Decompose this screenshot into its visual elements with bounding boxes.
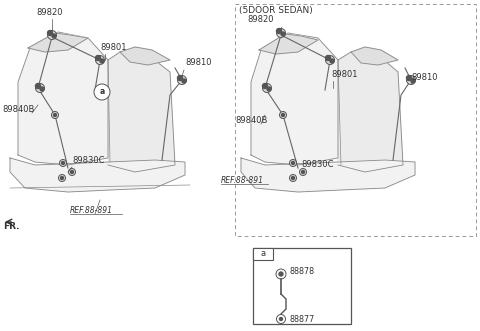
Bar (253, 248, 273, 260)
Text: a: a (261, 250, 265, 259)
Text: 89820: 89820 (248, 15, 274, 24)
Circle shape (59, 174, 65, 181)
Circle shape (407, 75, 411, 80)
Circle shape (263, 83, 267, 88)
Polygon shape (10, 158, 185, 192)
Circle shape (330, 59, 334, 63)
Circle shape (276, 28, 286, 37)
Circle shape (279, 317, 283, 320)
Circle shape (36, 83, 40, 88)
Circle shape (276, 269, 286, 279)
Polygon shape (251, 33, 338, 165)
Circle shape (51, 112, 59, 118)
Text: (5DOOR SEDAN): (5DOOR SEDAN) (239, 6, 313, 15)
Polygon shape (259, 34, 318, 54)
Bar (235, 4, 476, 236)
Polygon shape (18, 32, 108, 165)
Circle shape (276, 28, 281, 33)
Circle shape (61, 162, 64, 165)
Polygon shape (351, 47, 398, 65)
Circle shape (48, 30, 52, 35)
Text: 88878: 88878 (289, 267, 314, 276)
Circle shape (411, 79, 415, 83)
Text: 88877: 88877 (289, 314, 314, 323)
Circle shape (276, 314, 286, 323)
Text: REF.88-891: REF.88-891 (221, 176, 264, 185)
Circle shape (325, 56, 335, 65)
Polygon shape (338, 52, 403, 172)
Circle shape (60, 176, 63, 179)
Text: 89810: 89810 (185, 58, 212, 67)
Circle shape (281, 114, 285, 117)
Circle shape (263, 83, 272, 92)
Circle shape (96, 56, 105, 65)
Circle shape (325, 56, 331, 61)
Circle shape (48, 30, 57, 39)
Circle shape (182, 79, 186, 83)
Circle shape (279, 272, 283, 276)
Circle shape (407, 75, 416, 84)
Polygon shape (120, 47, 170, 65)
Text: 89801: 89801 (100, 43, 127, 52)
Text: 89810: 89810 (411, 73, 437, 82)
Text: 89840B: 89840B (2, 105, 35, 114)
Circle shape (178, 75, 182, 80)
Polygon shape (241, 158, 415, 192)
Text: 89801: 89801 (331, 70, 358, 79)
Circle shape (281, 32, 285, 36)
Circle shape (60, 160, 67, 166)
Circle shape (267, 87, 271, 91)
Circle shape (94, 84, 110, 100)
Polygon shape (28, 33, 88, 52)
Text: 89830C: 89830C (301, 160, 334, 169)
Text: FR.: FR. (3, 222, 20, 231)
Text: 89840B: 89840B (235, 116, 267, 125)
Circle shape (52, 34, 56, 38)
Circle shape (291, 162, 295, 165)
Circle shape (71, 170, 73, 173)
Circle shape (69, 168, 75, 175)
Circle shape (178, 75, 187, 84)
Circle shape (96, 56, 100, 61)
Bar (253, 248, 351, 324)
Text: a: a (99, 87, 105, 97)
Circle shape (289, 174, 297, 181)
Text: 89820: 89820 (37, 8, 63, 17)
Circle shape (291, 176, 295, 179)
Text: REF.88-891: REF.88-891 (70, 206, 113, 215)
Circle shape (301, 170, 304, 173)
Circle shape (40, 87, 44, 91)
Text: 89830C: 89830C (72, 156, 105, 165)
Circle shape (53, 114, 57, 117)
Polygon shape (108, 52, 175, 172)
Circle shape (300, 168, 307, 175)
Circle shape (289, 160, 297, 166)
Circle shape (36, 83, 45, 92)
Circle shape (100, 59, 104, 63)
Circle shape (279, 112, 287, 118)
